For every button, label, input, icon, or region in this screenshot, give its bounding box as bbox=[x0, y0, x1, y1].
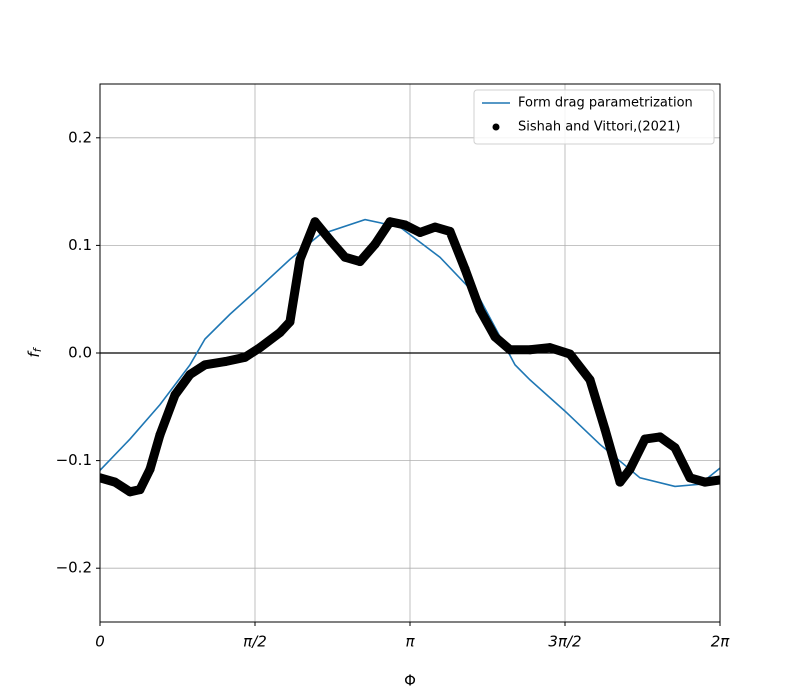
scatter-point bbox=[340, 252, 350, 262]
y-tick-label: 0.1 bbox=[68, 236, 92, 254]
scatter-point bbox=[685, 473, 695, 483]
y-axis-label: ff bbox=[25, 346, 45, 357]
scatter-point bbox=[585, 375, 595, 385]
scatter-point bbox=[415, 227, 425, 237]
x-axis-label: Φ bbox=[404, 672, 416, 690]
scatter-point bbox=[565, 349, 575, 359]
scatter-point bbox=[310, 217, 320, 227]
scatter-point bbox=[475, 305, 485, 315]
scatter-point bbox=[155, 430, 165, 440]
plot-frame bbox=[99, 83, 721, 623]
scatter-point bbox=[295, 254, 305, 264]
scatter-point bbox=[640, 434, 650, 444]
x-tick-label: π/2 bbox=[243, 633, 267, 651]
legend-label: Form drag parametrization bbox=[518, 96, 693, 111]
scatter-point bbox=[715, 475, 720, 485]
scatter-point bbox=[505, 345, 515, 355]
x-tick-label: π bbox=[405, 633, 415, 651]
y-tick-label: −0.2 bbox=[56, 559, 92, 577]
scatter-point bbox=[370, 239, 380, 249]
scatter-point bbox=[615, 477, 625, 487]
x-tick-label: 2π bbox=[711, 633, 731, 651]
y-tick-label: 0.2 bbox=[68, 128, 92, 146]
scatter-point bbox=[700, 477, 710, 487]
scatter-point bbox=[100, 473, 105, 483]
scatter-point bbox=[185, 370, 195, 380]
scatter-point bbox=[220, 357, 230, 367]
scatter-point bbox=[285, 317, 295, 327]
scatter-point bbox=[110, 477, 120, 487]
scatter-point bbox=[385, 217, 395, 227]
scatter-point bbox=[275, 328, 285, 338]
scatter-point bbox=[145, 464, 155, 474]
scatter-point bbox=[490, 332, 500, 342]
x-tick-label: 0 bbox=[95, 633, 105, 651]
scatter-point bbox=[445, 226, 455, 236]
scatter-point bbox=[240, 352, 250, 362]
y-tick-label: 0.0 bbox=[68, 344, 92, 362]
scatter-point bbox=[355, 257, 365, 267]
scatter-point bbox=[125, 487, 135, 497]
scatter-point bbox=[430, 222, 440, 232]
legend-box bbox=[473, 89, 715, 145]
scatter-point bbox=[545, 343, 555, 353]
x-tick-label: 3π/2 bbox=[548, 633, 581, 651]
plot-area bbox=[100, 217, 720, 497]
scatter-point bbox=[255, 343, 265, 353]
scatter-point bbox=[170, 390, 180, 400]
scatter-point bbox=[325, 235, 335, 245]
scatter-point bbox=[625, 464, 635, 474]
scatter-point bbox=[200, 360, 210, 370]
scatter-point bbox=[600, 424, 610, 434]
scatter-point bbox=[670, 443, 680, 453]
legend-label: Sishah and Vittori,(2021) bbox=[518, 120, 681, 135]
scatter-point bbox=[135, 485, 145, 495]
legend-marker bbox=[492, 123, 500, 131]
scatter-point bbox=[655, 432, 665, 442]
y-tick-label: −0.1 bbox=[56, 451, 92, 469]
scatter-point bbox=[525, 345, 535, 355]
scatter-point bbox=[460, 264, 470, 274]
scatter-point bbox=[400, 220, 410, 230]
